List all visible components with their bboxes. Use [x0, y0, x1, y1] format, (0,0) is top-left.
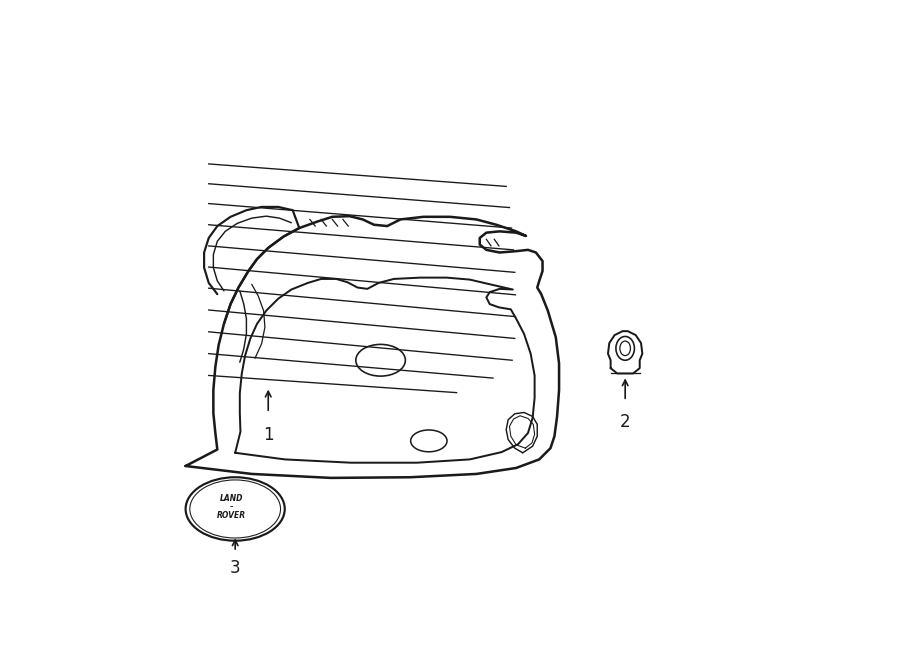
Text: ROVER: ROVER [217, 511, 247, 520]
Text: 3: 3 [230, 559, 240, 576]
Text: 1: 1 [263, 426, 274, 444]
Text: LAND: LAND [220, 494, 244, 503]
Text: –: – [230, 503, 234, 510]
Text: 2: 2 [620, 413, 631, 431]
